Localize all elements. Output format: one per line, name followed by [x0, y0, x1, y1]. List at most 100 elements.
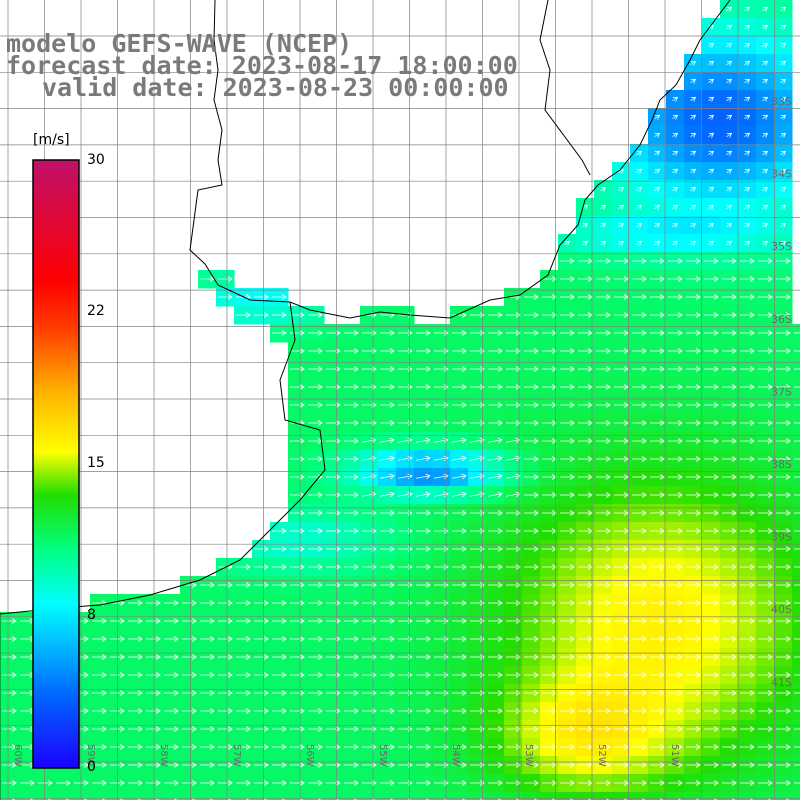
wind-arrow: [722, 762, 737, 768]
wind-arrow: [128, 618, 143, 624]
wind-arrow: [452, 546, 467, 552]
wind-arrow: [290, 654, 305, 660]
wind-arrow: [740, 312, 755, 318]
wind-arrow: [326, 726, 341, 732]
wind-arrow: [452, 726, 467, 732]
wind-arrow: [218, 582, 233, 588]
wind-arrow: [654, 204, 661, 210]
wind-arrow: [704, 654, 719, 660]
wind-arrow: [672, 204, 679, 210]
wind-arrow: [632, 618, 647, 624]
wind-arrow: [668, 528, 683, 534]
wind-arrow: [488, 708, 503, 714]
wind-arrow: [740, 420, 755, 426]
wind-arrow: [704, 474, 719, 480]
wind-arrow: [254, 312, 269, 318]
wind-arrow: [744, 150, 751, 156]
wind-arrow: [182, 618, 197, 624]
wind-arrow: [758, 600, 773, 606]
wind-arrow: [119, 798, 124, 800]
wind-arrow: [290, 600, 305, 606]
wind-arrow: [308, 636, 323, 642]
wind-arrow: [794, 692, 800, 694]
wind-arrow: [722, 456, 737, 462]
wind-arrow: [618, 186, 625, 192]
wind-arrow: [110, 636, 125, 642]
wind-arrow: [686, 420, 701, 426]
wind-arrow: [416, 473, 431, 480]
wind-arrow: [236, 312, 251, 318]
wind-arrow: [668, 258, 683, 264]
wind-arrow: [740, 294, 755, 300]
wind-arrow: [110, 780, 125, 786]
wind-arrow: [708, 132, 715, 138]
wind-arrow: [560, 456, 575, 462]
wind-arrow: [668, 384, 683, 390]
wind-arrow: [650, 348, 665, 354]
wind-arrow: [614, 564, 629, 570]
wind-arrow: [344, 582, 359, 588]
wind-arrow: [182, 762, 197, 768]
wind-arrow: [92, 780, 107, 786]
wind-arrow: [794, 368, 800, 370]
wind-arrow: [632, 600, 647, 606]
wind-arrow: [762, 42, 769, 48]
wind-arrow: [452, 582, 467, 588]
wind-arrow: [704, 636, 719, 642]
wind-arrow: [722, 780, 737, 786]
wind-arrow: [560, 528, 575, 534]
wind-arrow: [470, 744, 485, 750]
wind-arrow: [524, 708, 539, 714]
wind-arrow: [677, 798, 682, 800]
wind-arrow: [704, 366, 719, 372]
wind-arrow: [452, 690, 467, 696]
wind-arrow: [542, 690, 557, 696]
wind-arrow: [650, 474, 665, 480]
wind-arrow: [236, 690, 251, 696]
wind-arrow: [650, 744, 665, 750]
wind-arrow: [560, 330, 575, 336]
wind-arrow: [470, 510, 485, 516]
wind-arrow: [380, 455, 395, 462]
wind-arrow: [560, 780, 575, 786]
wind-arrow: [704, 780, 719, 786]
wind-arrow: [758, 330, 773, 336]
wind-cell: [234, 792, 253, 800]
wind-arrow: [389, 798, 394, 800]
wind-arrow: [416, 582, 431, 588]
wind-arrow: [632, 726, 647, 732]
wind-arrow: [650, 708, 665, 714]
wind-arrow: [542, 762, 557, 768]
wind-arrow: [596, 690, 611, 696]
wind-arrow: [380, 618, 395, 624]
wind-arrow: [542, 402, 557, 408]
wind-arrow: [416, 690, 431, 696]
wind-arrow: [596, 528, 611, 534]
wind-arrow: [668, 492, 683, 498]
wind-arrow: [380, 510, 395, 516]
wind-arrow: [596, 366, 611, 372]
wind-arrow: [704, 258, 719, 264]
wind-arrow: [614, 654, 629, 660]
wind-arrow: [780, 24, 787, 30]
wind-arrow: [632, 312, 647, 318]
wind-arrow: [600, 240, 607, 246]
wind-arrow: [704, 456, 719, 462]
wind-arrow: [722, 744, 737, 750]
wind-arrow: [780, 78, 787, 84]
wind-arrow: [524, 762, 539, 768]
wind-arrow: [722, 384, 737, 390]
wind-arrow: [254, 546, 269, 552]
wind-arrow: [506, 636, 521, 642]
wind-arrow: [542, 528, 557, 534]
wind-arrow: [326, 366, 341, 372]
wind-arrow: [416, 762, 431, 768]
wind-arrow: [744, 24, 751, 30]
wind-arrow: [110, 744, 125, 750]
wind-arrow: [272, 762, 287, 768]
wind-arrow: [11, 798, 16, 800]
wind-arrow: [29, 798, 34, 800]
wind-arrow: [582, 204, 589, 210]
wind-arrow: [470, 420, 485, 426]
